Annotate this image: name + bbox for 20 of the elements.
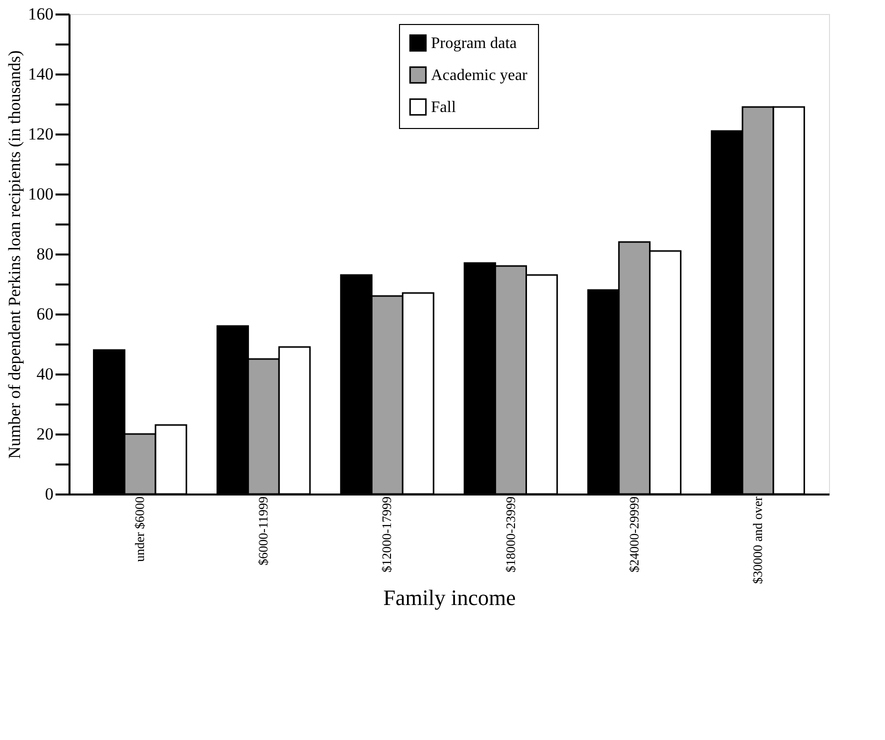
y-axis-title: Number of dependent Perkins loan recipients (in thousands) <box>5 50 24 459</box>
legend-label: Academic year <box>431 67 528 84</box>
y-tick-label: 120 <box>28 124 54 144</box>
y-tick-label: 40 <box>36 364 54 384</box>
x-tick-label: $24000-29999 <box>626 496 642 572</box>
x-tick-label: $12000-17999 <box>379 496 394 572</box>
x-axis-title: Family income <box>383 584 516 610</box>
legend-label: Fall <box>431 99 456 116</box>
y-tick-label: 80 <box>36 244 54 264</box>
x-tick-label: $6000-11999 <box>256 496 271 566</box>
y-tick-label: 140 <box>28 64 54 84</box>
legend-label: Program data <box>431 35 517 52</box>
x-tick-label: $18000-23999 <box>502 496 518 572</box>
y-tick-label: 160 <box>28 4 54 24</box>
y-tick-label: 0 <box>45 484 54 504</box>
x-tick-label: $30000 and over <box>750 496 765 584</box>
y-tick-label: 100 <box>28 184 54 204</box>
y-tick-label: 20 <box>36 424 54 444</box>
y-tick-label: 60 <box>36 304 54 324</box>
x-tick-label: under $6000 <box>132 496 148 562</box>
